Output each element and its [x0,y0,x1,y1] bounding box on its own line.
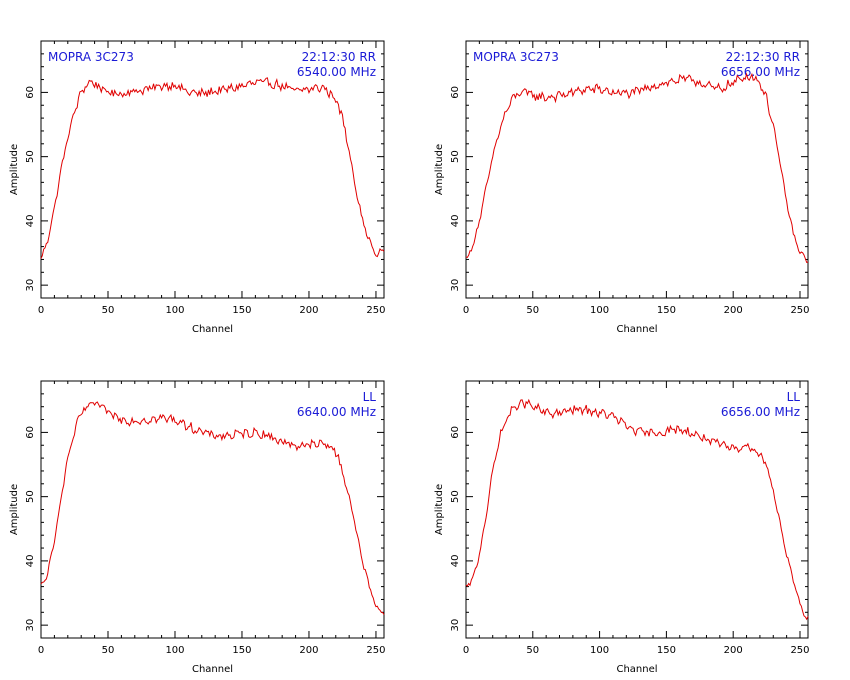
time-polarization-annotation: LL [787,390,801,404]
panel-2: 0 50 100 150 200 250 30 40 50 60 Channel Amplitude M… [434,40,810,335]
frequency-annotation: 6640.00 MHz [297,405,376,419]
x-axis-label: Channel [192,324,233,335]
x-tick-label: 50 [102,305,115,316]
x-tick-label: 200 [724,645,743,656]
x-tick-label: 50 [102,645,115,656]
x-tick-label: 0 [38,645,44,656]
y-tick-label: 50 [25,150,36,163]
x-axis-label: Channel [192,664,233,675]
time-polarization-annotation: 22:12:30 RR [726,50,800,64]
spectrum-line [40,401,385,615]
x-tick-label: 200 [299,305,318,316]
y-tick-label: 30 [450,619,461,632]
y-tick-label: 30 [25,279,36,292]
spectrum-line [40,77,385,259]
y-tick-label: 60 [25,86,36,99]
y-tick-label: 50 [450,150,461,163]
x-axis-label: Channel [616,664,657,675]
y-axis-label: Amplitude [434,144,445,195]
x-tick-label: 250 [366,305,385,316]
y-tick-label: 40 [450,215,461,228]
x-tick-label: 50 [526,305,539,316]
y-tick-label: 40 [450,555,461,568]
frequency-annotation: 6656.00 MHz [721,65,800,79]
x-tick-label: 0 [463,645,469,656]
y-axis-label: Amplitude [9,484,20,535]
frequency-annotation: 6540.00 MHz [297,65,376,79]
x-tick-label: 150 [232,305,251,316]
x-tick-label: 150 [657,305,676,316]
time-polarization-annotation: 22:12:30 RR [302,50,376,64]
panel-4: 0 50 100 150 200 250 30 40 50 60 Channel Amplitude L… [434,380,810,675]
spectrum-line [465,398,809,621]
x-tick-label: 150 [232,645,251,656]
x-axis-label: Channel [616,324,657,335]
plot-frame [40,380,385,639]
panel-3: 0 50 100 150 200 250 30 40 50 60 Channel Amplitude L… [9,380,386,675]
x-tick-label: 0 [38,305,44,316]
x-tick-label: 250 [366,645,385,656]
frequency-annotation: 6656.00 MHz [721,405,800,419]
plot-frame [465,380,809,639]
y-tick-label: 50 [25,490,36,503]
x-tick-label: 100 [165,645,184,656]
panel-1: 0 50 100 150 200 250 30 40 50 60 Channel Amplitude M… [9,40,386,335]
y-axis-label: Amplitude [434,484,445,535]
plot-frame [40,40,385,299]
y-axis-label: Amplitude [9,144,20,195]
source-annotation: MOPRA 3C273 [473,50,559,64]
x-tick-label: 100 [590,305,609,316]
x-tick-label: 150 [657,645,676,656]
x-tick-label: 250 [790,305,809,316]
x-tick-label: 50 [526,645,539,656]
x-tick-label: 100 [165,305,184,316]
y-tick-label: 30 [25,619,36,632]
spectrum-line [465,72,809,264]
y-tick-label: 40 [25,215,36,228]
y-tick-label: 60 [450,86,461,99]
y-tick-label: 60 [25,426,36,439]
y-tick-label: 50 [450,490,461,503]
y-tick-label: 60 [450,426,461,439]
x-tick-label: 0 [463,305,469,316]
x-tick-label: 200 [299,645,318,656]
x-tick-label: 200 [724,305,743,316]
x-tick-label: 250 [790,645,809,656]
x-tick-label: 100 [590,645,609,656]
y-tick-label: 40 [25,555,36,568]
source-annotation: MOPRA 3C273 [48,50,134,64]
time-polarization-annotation: LL [363,390,377,404]
y-tick-label: 30 [450,279,461,292]
